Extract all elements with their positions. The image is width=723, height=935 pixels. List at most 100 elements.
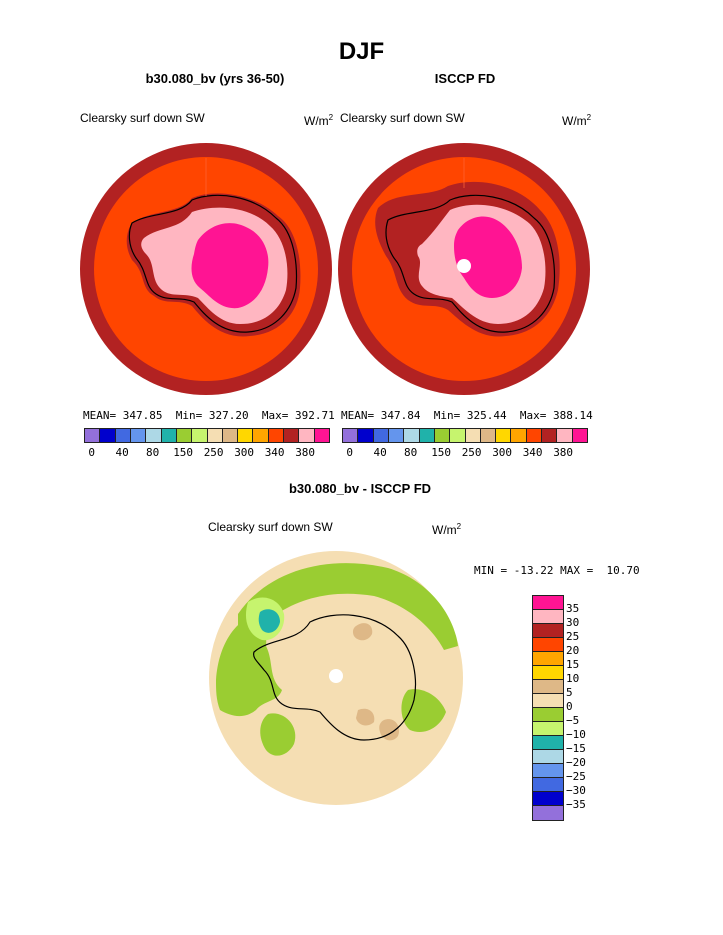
left-colorbar-tick-label: 250: [203, 446, 224, 459]
left-colorbar-tick-label: 340: [264, 446, 285, 459]
right-polar-map: [338, 143, 590, 395]
right-colorbar-tick-label: 40: [373, 446, 387, 459]
left-colorbar-swatch: [115, 429, 131, 442]
diff-colorbar-swatch: [533, 638, 563, 652]
right-min: Min= 325.44: [433, 409, 507, 422]
left-polar-map: [80, 143, 332, 395]
right-panel-subtitle: ISCCP FD: [434, 71, 496, 86]
right-colorbar-tick-label: 150: [431, 446, 452, 459]
right-colorbar-swatch: [358, 429, 374, 442]
diff-colorbar-tick-label: −5: [566, 714, 580, 727]
right-map-plateau-core: [454, 216, 522, 298]
diff-map-pole-mask: [329, 669, 343, 683]
diff-panel-subtitle: b30.080_bv - ISCCP FD: [288, 481, 432, 496]
left-colorbar-swatch: [176, 429, 193, 442]
diff-colorbar-tick-label: 20: [566, 644, 580, 657]
right-colorbar-swatch: [450, 429, 466, 442]
diff-colorbar-tick-label: 5: [566, 686, 573, 699]
left-colorbar-swatch: [100, 429, 116, 442]
right-map-coastline: [385, 194, 556, 333]
diff-map-green-band-top: [238, 563, 458, 650]
right-colorbar-swatch: [465, 429, 481, 442]
right-colorbar: [342, 428, 588, 443]
diff-colorbar-swatch: [533, 708, 563, 722]
left-mean: MEAN= 347.85: [83, 409, 163, 422]
diff-colorbar-swatch: [533, 792, 563, 806]
diff-colorbar-tick-label: −25: [566, 770, 586, 783]
diff-map-green-left: [216, 619, 282, 717]
left-colorbar-tick-label: 80: [146, 446, 160, 459]
left-colorbar-swatch: [284, 429, 300, 442]
right-colorbar-tick-label: 0: [346, 446, 353, 459]
diff-colorbar-tick-label: 0: [566, 700, 573, 713]
left-colorbar-tick-label: 300: [234, 446, 255, 459]
diff-colorbar-tick-label: 35: [566, 602, 580, 615]
figure-title: DJF: [338, 38, 385, 65]
left-colorbar-swatch: [238, 429, 254, 442]
left-map-coastline: [128, 194, 298, 333]
right-colorbar-swatch: [419, 429, 435, 442]
right-colorbar-swatch: [542, 429, 558, 442]
left-colorbar: [84, 428, 330, 443]
diff-map-tan-patch-1: [352, 623, 373, 641]
diff-colorbar-swatch: [533, 624, 563, 638]
left-colorbar-swatch: [130, 429, 147, 442]
left-colorbar-swatch: [222, 429, 239, 442]
diff-minmax: MIN = -13.22 MAX = 10.70: [474, 564, 640, 577]
diff-colorbar-swatch: [533, 596, 563, 610]
right-variable-label: Clearsky surf down SW: [340, 111, 465, 125]
right-colorbar-swatch: [480, 429, 497, 442]
diff-colorbar-tick-label: 15: [566, 658, 580, 671]
diff-colorbar-swatch: [533, 764, 563, 778]
right-mean: MEAN= 347.84: [341, 409, 421, 422]
left-units-label: W/m2: [304, 113, 334, 128]
left-map-plateau-core: [191, 223, 269, 309]
right-colorbar-tick-label: 340: [522, 446, 543, 459]
diff-colorbar-tick-label: −15: [566, 742, 586, 755]
right-colorbar-swatch: [388, 429, 405, 442]
diff-colorbar-swatch: [533, 652, 563, 666]
left-panel-subtitle: b30.080_bv (yrs 36-50): [145, 71, 285, 86]
diff-colorbar-swatch: [533, 778, 563, 792]
diff-colorbar-tick-label: 10: [566, 672, 580, 685]
right-colorbar-tick-label: 250: [461, 446, 482, 459]
diff-units-label: W/m2: [432, 522, 462, 537]
right-map-pole-mask: [457, 259, 471, 273]
diff-map-tan-patch-3: [356, 708, 375, 726]
left-stats: MEAN= 347.85 Min= 327.20 Max= 392.71: [83, 409, 335, 422]
diff-colorbar-tick-label: −30: [566, 784, 586, 797]
left-colorbar-swatch: [207, 429, 223, 442]
left-colorbar-tick-label: 150: [173, 446, 194, 459]
right-colorbar-swatch: [496, 429, 512, 442]
left-colorbar-swatch: [161, 429, 177, 442]
diff-variable-label: Clearsky surf down SW: [208, 520, 333, 534]
right-colorbar-tick-label: 380: [553, 446, 574, 459]
diff-map-teal-patch: [258, 609, 280, 633]
right-max: Max= 388.14: [519, 409, 593, 422]
right-colorbar-swatch: [343, 429, 359, 442]
left-colorbar-swatch: [192, 429, 208, 442]
diff-colorbar-tick-label: −35: [566, 798, 586, 811]
left-colorbar-tick-label: 0: [88, 446, 95, 459]
diff-map-green-patch-low: [260, 713, 296, 756]
diff-colorbar-tick-label: −10: [566, 728, 586, 741]
left-variable-label: Clearsky surf down SW: [80, 111, 205, 125]
left-colorbar-swatch: [146, 429, 162, 442]
diff-colorbar-swatch: [533, 610, 563, 624]
left-colorbar-tick-label: 380: [295, 446, 316, 459]
diff-colorbar-labels: 35 30 25 20 15 10 5 0 −5 −10 −15 −20 −25 −30 −35: [566, 595, 616, 825]
diff-colorbar-tick-label: −20: [566, 756, 586, 769]
diff-colorbar-swatch: [533, 666, 563, 680]
diff-map-tan-patch-2: [379, 719, 400, 741]
right-colorbar-swatch: [434, 429, 451, 442]
diff-colorbar-swatch: [533, 750, 563, 764]
right-units-label: W/m2: [562, 113, 592, 128]
right-colorbar-labels: 0 40 80 150 250 300 340 380: [342, 446, 586, 460]
diff-map-coastline: [253, 614, 417, 741]
right-colorbar-tick-label: 80: [404, 446, 418, 459]
left-colorbar-swatch: [268, 429, 285, 442]
diff-colorbar-swatch: [533, 806, 563, 820]
right-colorbar-swatch: [373, 429, 389, 442]
right-colorbar-swatch: [557, 429, 573, 442]
left-colorbar-swatch: [253, 429, 269, 442]
